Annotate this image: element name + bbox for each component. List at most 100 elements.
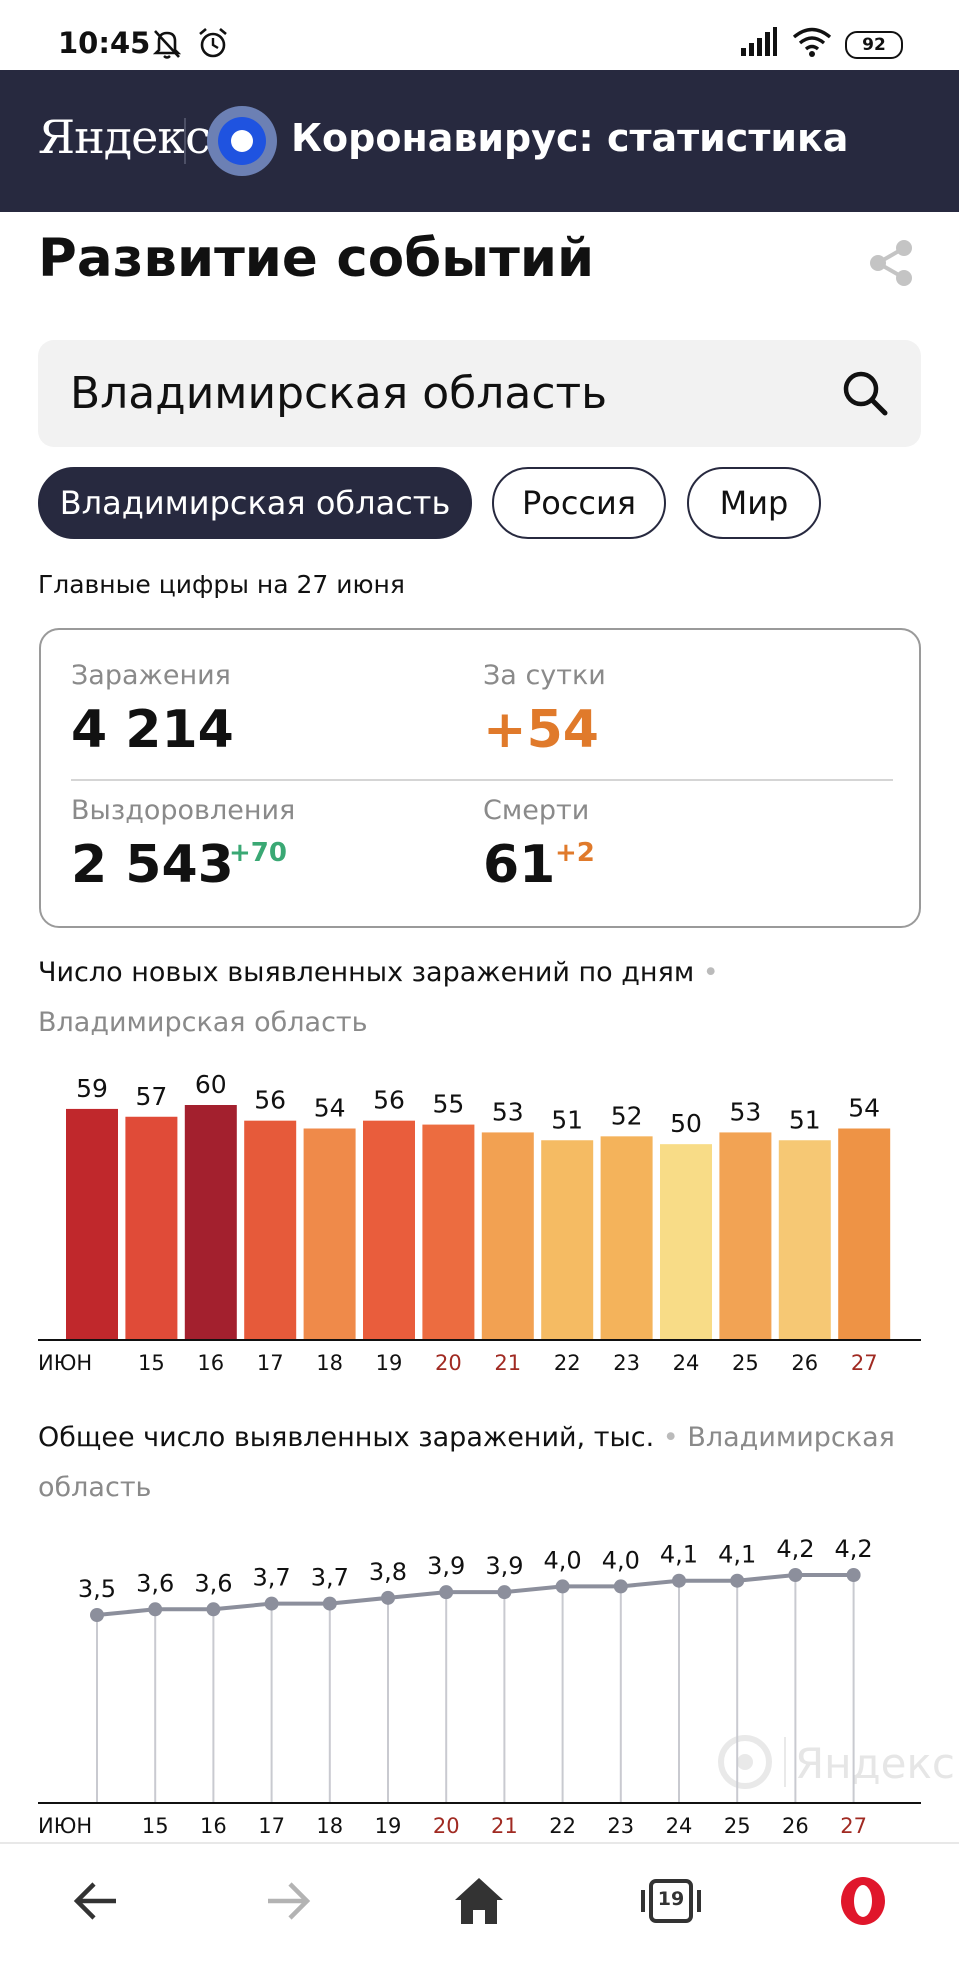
bar-8[interactable] (541, 1140, 594, 1340)
battery-indicator: 92 (845, 31, 903, 59)
data-point-11[interactable] (730, 1573, 745, 1588)
search-input[interactable]: Владимирская область (70, 368, 608, 419)
home-button[interactable] (439, 1866, 519, 1936)
point-value-label: 3,5 (78, 1575, 116, 1603)
bar-0[interactable] (66, 1108, 118, 1340)
data-point-5[interactable] (381, 1590, 395, 1605)
bar-5[interactable] (363, 1120, 415, 1340)
x-tick-label: 18 (316, 1814, 343, 1838)
tabs-count: 19 (657, 1888, 685, 1910)
x-tick-label: 24 (673, 1351, 700, 1375)
x-tick-label: 21 (491, 1814, 518, 1838)
total-chart-region: Владимирская область (38, 1422, 895, 1503)
bar-13[interactable] (838, 1128, 891, 1341)
arrow-left-icon (73, 1882, 116, 1920)
share-icon[interactable] (868, 238, 914, 288)
x-tick-label: 15 (142, 1814, 169, 1838)
tab-world[interactable]: Мир (687, 467, 821, 539)
forward-button[interactable] (248, 1866, 328, 1936)
x-tick-label: 19 (375, 1814, 402, 1838)
x-tick-label: 25 (732, 1351, 759, 1375)
point-value-label: 3,7 (311, 1564, 349, 1592)
bar-value-label: 56 (254, 1086, 286, 1115)
x-tick-label: 21 (494, 1351, 521, 1375)
back-button[interactable] (56, 1866, 136, 1936)
summary-card: Заражения 4 214 За сутки +54 Выздоровлен… (39, 628, 921, 928)
header-divider (184, 118, 186, 164)
point-value-label: 4,1 (660, 1541, 698, 1569)
total-chart-title-text: Общее число выявленных заражений, тыс. (38, 1422, 655, 1453)
data-point-2[interactable] (206, 1602, 221, 1617)
series-line (96, 1573, 854, 1617)
bar-value-label: 54 (314, 1094, 346, 1123)
data-point-13[interactable] (846, 1568, 861, 1582)
total-chart-title: Общее число выявленных заражений, тыс. •… (38, 1422, 895, 1503)
bottom-navigation: 19 (0, 1842, 959, 1961)
data-point-4[interactable] (322, 1596, 337, 1611)
bar-11[interactable] (719, 1132, 772, 1340)
bar-value-label: 60 (195, 1070, 227, 1099)
bar-value-label: 57 (135, 1082, 167, 1111)
total-infections-chart: Яндекс 3,5 ИЮН 3,6 15 3,6 16 3,7 17 3,7 18 3,8 19 3,9… (38, 1535, 955, 1838)
x-tick-label: 27 (840, 1814, 867, 1838)
bar-4[interactable] (303, 1128, 356, 1341)
data-point-7[interactable] (497, 1585, 512, 1600)
point-value-label: 3,6 (136, 1569, 174, 1597)
data-point-9[interactable] (613, 1579, 628, 1594)
wifi-icon (792, 27, 832, 57)
bar-1[interactable] (125, 1116, 178, 1340)
page-title: Развитие событий (38, 228, 595, 289)
daily-chart-region: Владимирская область (38, 1007, 368, 1038)
bar-value-label: 51 (551, 1105, 583, 1134)
opera-menu-button[interactable] (823, 1866, 903, 1936)
point-value-label: 4,0 (544, 1546, 582, 1574)
header-title: Коронавирус: статистика (291, 116, 849, 160)
opera-icon (841, 1877, 885, 1925)
deaths-label: Смерти (483, 795, 590, 826)
recoveries-value: 2 543 (71, 835, 234, 895)
data-point-6[interactable] (439, 1585, 454, 1600)
bar-value-label: 53 (492, 1097, 524, 1126)
watermark-text: Яндекс (795, 1739, 955, 1788)
bar-3[interactable] (244, 1120, 297, 1340)
x-tick-label: 19 (376, 1351, 403, 1375)
arrow-right-icon (268, 1882, 311, 1920)
bar-9[interactable] (600, 1136, 653, 1340)
status-time: 10:45 (58, 26, 151, 60)
region-search[interactable]: Владимирская область (38, 340, 921, 447)
recoveries-label: Выздоровления (71, 795, 296, 826)
bar-value-label: 56 (373, 1086, 405, 1115)
x-tick-label: 17 (257, 1351, 284, 1375)
bar-2[interactable] (184, 1105, 237, 1340)
badge-dot (231, 130, 253, 152)
deaths-value: 61 (483, 835, 556, 895)
deaths-delta: +2 (555, 838, 595, 868)
bar-value-label: 51 (789, 1105, 821, 1134)
x-tick-label: 18 (316, 1351, 343, 1375)
bar-7[interactable] (481, 1132, 534, 1340)
tabs-button[interactable]: 19 (631, 1866, 711, 1936)
data-point-8[interactable] (555, 1579, 570, 1594)
x-tick-label: 22 (554, 1351, 581, 1375)
data-point-3[interactable] (264, 1596, 279, 1611)
app-header: Яндекс Коронавирус: статистика (0, 70, 959, 212)
bar-12[interactable] (778, 1140, 831, 1340)
data-point-1[interactable] (148, 1602, 163, 1617)
tab-russia[interactable]: Россия (492, 467, 666, 539)
covid-badge-icon (207, 106, 277, 176)
data-point-0[interactable] (90, 1608, 104, 1622)
bar-10[interactable] (660, 1144, 712, 1340)
recoveries-delta: +70 (229, 838, 287, 868)
data-point-10[interactable] (672, 1573, 686, 1588)
x-tick-label: 16 (197, 1351, 224, 1375)
tab-vladimir-region[interactable]: Владимирская область (38, 467, 472, 539)
point-value-label: 4,2 (776, 1535, 814, 1563)
data-point-12[interactable] (788, 1568, 803, 1582)
home-icon (455, 1878, 503, 1924)
x-tick-label: 23 (607, 1814, 634, 1838)
search-icon[interactable] (840, 368, 890, 418)
x-tick-label: 17 (258, 1814, 285, 1838)
bar-6[interactable] (422, 1124, 475, 1340)
yandex-logo[interactable]: Яндекс (38, 110, 211, 164)
point-value-label: 3,9 (485, 1552, 523, 1580)
